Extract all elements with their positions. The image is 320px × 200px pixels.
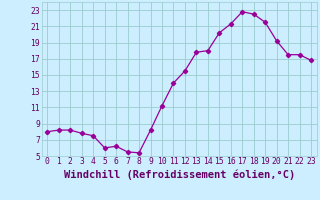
- X-axis label: Windchill (Refroidissement éolien,°C): Windchill (Refroidissement éolien,°C): [64, 169, 295, 180]
